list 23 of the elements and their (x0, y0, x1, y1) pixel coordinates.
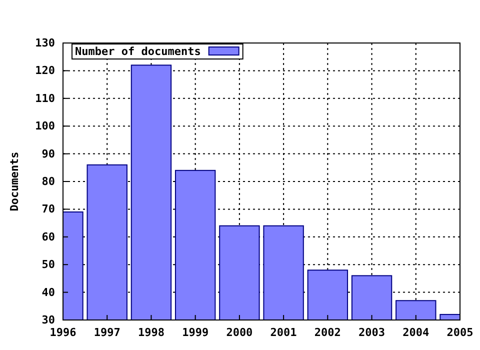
y-tick-label: 100 (35, 120, 55, 133)
x-tick-label: 1999 (182, 326, 209, 339)
x-tick-label: 2005 (446, 326, 474, 339)
x-tick-label: 2001 (270, 326, 298, 339)
y-tick-label: 40 (42, 286, 55, 299)
y-tick-label: 60 (42, 230, 55, 244)
x-tick-label: 2000 (226, 326, 253, 339)
x-tick-label: 1998 (138, 326, 164, 339)
y-tick-label: 50 (42, 258, 55, 272)
x-tick-label: 1996 (50, 326, 77, 339)
y-tick-label: 80 (42, 175, 55, 188)
y-tick-label: 120 (35, 64, 55, 78)
x-tick-label: 2003 (358, 326, 386, 339)
y-tick-label: 70 (42, 202, 55, 216)
x-tick-label: 2002 (314, 326, 341, 339)
x-tick-label: 1997 (94, 326, 120, 339)
legend-label: Number of documents (75, 45, 201, 58)
x-tick-label: 2004 (402, 326, 430, 339)
y-axis-title: Documents (8, 152, 21, 212)
y-tick-label: 90 (42, 147, 55, 160)
y-tick-label: 130 (35, 36, 55, 50)
y-tick-label: 30 (42, 314, 55, 327)
y-tick-label: 110 (35, 92, 55, 105)
